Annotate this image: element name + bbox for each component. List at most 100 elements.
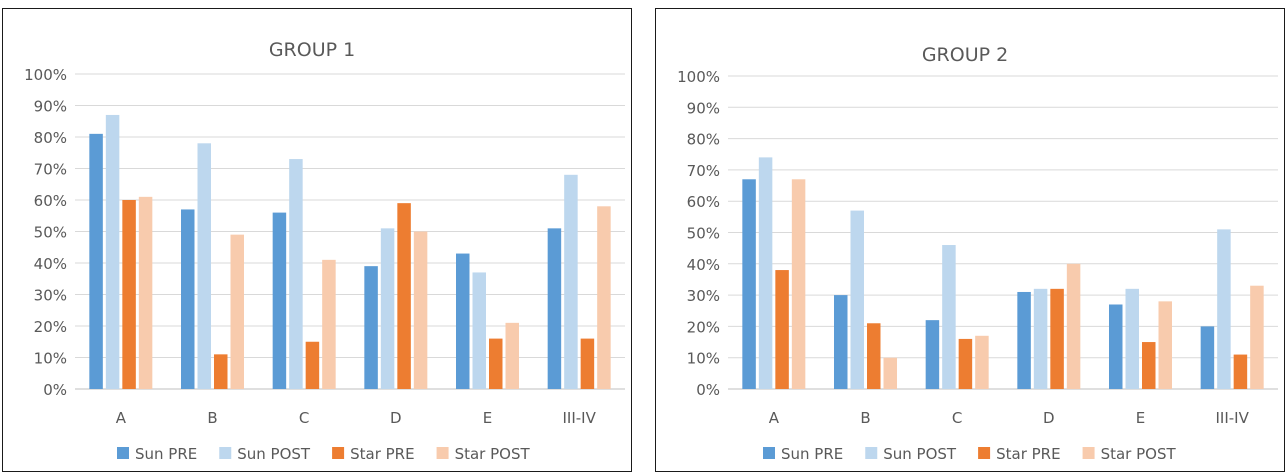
y-tick-label: 40% [34,255,67,273]
legend-label: Sun PRE [135,445,197,463]
bar [1250,285,1264,389]
x-tick-label: III-IV [562,409,596,427]
y-tick-label: 70% [34,161,67,179]
bar [197,143,211,389]
y-tick-label: 10% [687,350,720,368]
bar [413,231,428,389]
bar [1142,342,1156,389]
legend-label: Star PRE [996,445,1060,463]
bar [758,157,773,389]
bar [564,174,578,389]
y-tick-label: 60% [34,192,67,210]
bar [958,338,973,389]
bar [1109,304,1123,389]
y-tick-label: 100% [677,68,720,86]
chart-group-1: GROUP 1 0% 10% 20% 30% 40% 50% 60% 70% 80% 90% 100%… [2,8,632,472]
bar [489,338,503,389]
bar [272,212,287,389]
y-tick-label: 90% [687,99,720,117]
bar [1217,229,1231,389]
y-tick-label: 10% [34,350,67,368]
x-tick-label: B [860,409,870,427]
legend-label: Sun PRE [781,445,843,463]
bar [181,209,195,389]
x-tick-label: E [1136,409,1145,427]
chart-title: GROUP 1 [269,39,355,61]
chart-title: GROUP 2 [922,44,1008,66]
bar [925,320,940,389]
legend-swatch [436,447,449,459]
x-tick-label: C [952,409,962,427]
y-tick-label: 50% [687,225,720,243]
y-tick-label: 50% [34,224,67,242]
bar [580,338,595,389]
bar [122,200,136,389]
y-tick-label: 30% [34,287,67,305]
bar [775,270,789,389]
bar [942,245,956,389]
y-tick-label: 100% [24,66,67,84]
legend-swatch [763,447,775,459]
bar [364,266,378,389]
x-tick-label: A [116,409,127,427]
y-tick-label: 60% [687,193,720,211]
y-tick-label: 70% [687,162,720,180]
legend-label: Star PRE [350,445,414,463]
bar [547,228,562,389]
bar [850,210,864,389]
bar [380,228,395,389]
bar [1050,288,1064,389]
y-tick-label: 20% [687,318,720,336]
x-tick-label: III-IV [1215,409,1249,427]
bar [1125,288,1139,389]
x-tick-label: C [299,409,309,427]
legend-swatch [219,447,232,459]
bar [883,357,897,389]
x-tick-label: D [390,409,402,427]
chart-group-2-svg: GROUP 2 0% 10% 20% 30% 40% 50% 60% 70% 80% 90% 100%… [677,44,1278,463]
y-tick-label: 30% [687,287,720,305]
legend-label: Sun POST [237,445,311,463]
bar [867,323,881,389]
bar [1033,288,1048,389]
bar [1158,301,1172,389]
legend-label: Star POST [1101,445,1177,463]
legend-swatch [978,447,991,459]
legend-label: Star POST [455,445,531,463]
bar [791,179,806,389]
x-tick-label: E [483,409,492,427]
bar [456,253,470,389]
y-tick-label: 80% [34,129,67,147]
legend-label: Sun POST [883,445,957,463]
chart-group-2: GROUP 2 0% 10% 20% 30% 40% 50% 60% 70% 80% 90% 100%… [655,8,1285,472]
y-tick-label: 20% [34,318,67,336]
bar [975,335,989,389]
bar [214,354,228,389]
bar [505,322,519,389]
y-tick-label: 40% [687,256,720,274]
bar [1066,263,1081,389]
bar [89,133,103,389]
bar [138,196,153,389]
chart-group-1-svg: GROUP 1 0% 10% 20% 30% 40% 50% 60% 70% 80% 90% 100%… [24,39,625,463]
bar [289,159,303,389]
legend-swatch [332,447,345,459]
bar [305,341,320,389]
legend-swatch [117,447,129,459]
y-tick-label: 80% [687,131,720,149]
bar [834,295,848,389]
bar [322,259,336,389]
x-tick-label: A [769,409,780,427]
y-tick-label: 90% [34,98,67,116]
bar [105,114,120,389]
x-tick-label: B [207,409,217,427]
bar [1017,291,1031,389]
bar [230,234,244,389]
y-tick-label: 0% [696,381,720,399]
x-tick-label: D [1043,409,1055,427]
bar [1233,354,1248,389]
bar [742,179,756,389]
bar [597,206,611,389]
bar [1200,326,1215,389]
legend-swatch [1082,447,1095,459]
